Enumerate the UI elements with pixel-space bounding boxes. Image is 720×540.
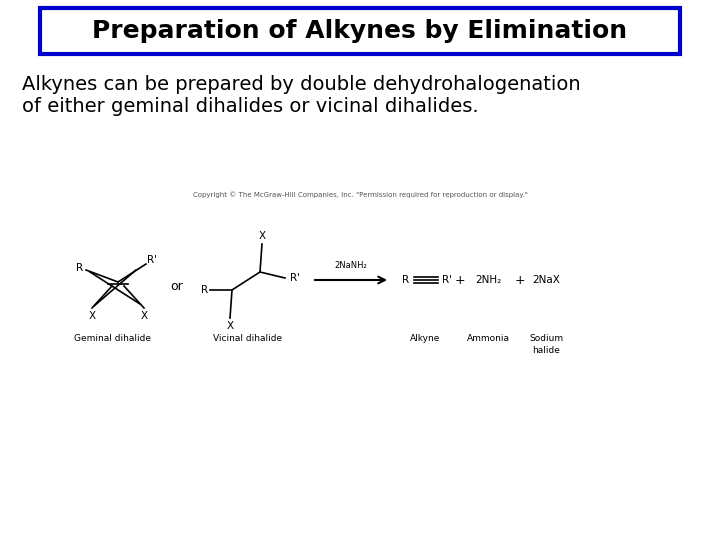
Text: Preparation of Alkynes by Elimination: Preparation of Alkynes by Elimination (92, 19, 628, 43)
Text: Alkynes can be prepared by double dehydrohalogenation: Alkynes can be prepared by double dehydr… (22, 75, 580, 94)
Text: 2NaNH₂: 2NaNH₂ (335, 261, 367, 270)
Text: Sodium: Sodium (529, 334, 563, 343)
Text: R': R' (442, 275, 452, 285)
Text: Ammonia: Ammonia (467, 334, 510, 343)
Text: Copyright © The McGraw-Hill Companies, Inc. "Permission required for reproductio: Copyright © The McGraw-Hill Companies, I… (192, 192, 528, 198)
Text: 2NH₂: 2NH₂ (475, 275, 501, 285)
Text: X: X (140, 311, 148, 321)
Text: X: X (258, 231, 266, 241)
Text: Geminal dihalide: Geminal dihalide (74, 334, 151, 343)
Text: of either geminal dihalides or vicinal dihalides.: of either geminal dihalides or vicinal d… (22, 97, 479, 116)
Text: halide: halide (532, 346, 560, 355)
Text: 2NaX: 2NaX (532, 275, 560, 285)
Text: +: + (455, 273, 465, 287)
Text: R': R' (147, 255, 157, 265)
Text: R: R (402, 275, 409, 285)
Text: X: X (89, 311, 96, 321)
Text: R: R (76, 263, 84, 273)
Text: +: + (515, 273, 526, 287)
Text: R': R' (290, 273, 300, 283)
Text: Vicinal dihalide: Vicinal dihalide (213, 334, 282, 343)
Text: X: X (226, 321, 233, 331)
Text: R: R (201, 285, 208, 295)
Text: Alkyne: Alkyne (410, 334, 440, 343)
FancyBboxPatch shape (40, 8, 680, 54)
Text: or: or (171, 280, 184, 294)
